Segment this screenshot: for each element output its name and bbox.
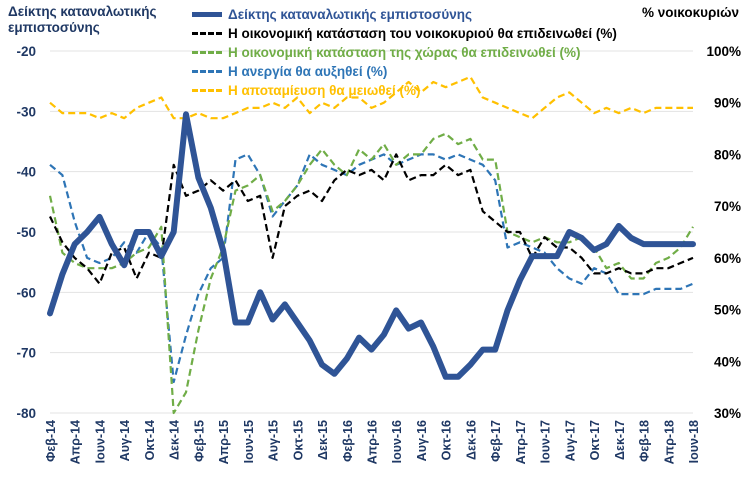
legend-item-country-worsen: Η οικονομική κατάσταση της χώρας θα επιδ…	[192, 43, 617, 62]
legend-swatch	[192, 32, 222, 35]
x-tick-label: Δεκ-17	[613, 420, 627, 460]
right-tick-label: 100%	[706, 44, 741, 59]
x-tick-label: Δεκ-16	[464, 420, 478, 460]
x-tick-label: Δεκ-15	[316, 420, 330, 460]
left-tick-label: -30	[16, 104, 36, 119]
x-tick-label: Δεκ-14	[168, 420, 182, 460]
legend-swatch	[192, 51, 222, 54]
legend-swatch	[192, 70, 222, 73]
left-tick-label: -20	[16, 44, 36, 59]
series-line-1	[49, 153, 694, 285]
x-tick-label: Αυγ-15	[267, 420, 281, 461]
x-tick-label: Ιουν-15	[242, 420, 256, 463]
legend-label: Η ανεργία θα αυξηθεί (%)	[228, 64, 388, 79]
x-tick-label: Οκτ-14	[143, 420, 157, 460]
x-tick-label: Απρ-14	[69, 420, 83, 464]
right-axis-ticks: 100% 90% 80% 70% 60% 50% 40% 30%	[706, 44, 741, 421]
legend-item-household-worsen: Η οικονομική κατάσταση του νοικοκυριού θ…	[192, 24, 617, 43]
left-axis-title: Δείκτης καταναλωτικής εμπιστοσύνης	[8, 4, 157, 35]
x-tick-label: Απρ-16	[366, 420, 380, 464]
x-tick-label: Αυγ-16	[415, 420, 429, 461]
x-tick-label: Απρ-18	[662, 420, 676, 464]
right-tick-label: 30%	[714, 406, 741, 421]
x-tick-label: Φεβ-17	[489, 420, 503, 462]
x-tick-label: Αυγ-14	[118, 420, 132, 461]
series-line-4	[49, 75, 693, 120]
right-tick-label: 60%	[714, 251, 741, 266]
left-tick-label: -60	[16, 285, 36, 300]
legend-swatch	[192, 12, 222, 17]
series-line-0	[47, 111, 696, 380]
x-tick-label: Οκτ-15	[291, 420, 305, 460]
x-tick-label: Απρ-15	[217, 420, 231, 464]
legend-label: Η οικονομική κατάσταση της χώρας θα επιδ…	[228, 45, 581, 60]
x-tick-label: Ιουν-16	[390, 420, 404, 463]
x-tick-label: Απρ-17	[514, 420, 528, 464]
gridlines	[50, 50, 693, 414]
left-axis-ticks: -20 -30 -40 -50 -60 -70 -80	[16, 44, 36, 421]
x-tick-label: Φεβ-16	[341, 420, 355, 462]
legend-item-confidence-index: Δείκτης καταναλωτικής εμπιστοσύνης	[192, 5, 617, 24]
legend-label: Δείκτης καταναλωτικής εμπιστοσύνης	[228, 7, 473, 22]
legend: Δείκτης καταναλωτικής εμπιστοσύνης Η οικ…	[192, 5, 617, 100]
x-tick-label: Οκτ-16	[440, 420, 454, 460]
right-tick-label: 80%	[714, 147, 741, 162]
legend-label: Η οικονομική κατάσταση του νοικοκυριού θ…	[228, 26, 617, 41]
x-tick-label: Ιουν-18	[687, 420, 701, 463]
x-tick-label: Φεβ-14	[44, 420, 58, 462]
x-tick-label: Φεβ-18	[638, 420, 652, 462]
right-tick-label: 90%	[714, 96, 741, 111]
x-tick-label: Αυγ-17	[563, 420, 577, 461]
left-tick-label: -50	[16, 225, 36, 240]
right-tick-label: 70%	[714, 199, 741, 214]
series-layer	[47, 75, 696, 415]
x-axis-ticks: Φεβ-14 Απρ-14 Ιουν-14 Αυγ-14 Οκτ-14 Δεκ-14 Φεβ…	[44, 420, 701, 464]
x-tick-label: Ιουν-17	[539, 420, 553, 463]
right-tick-label: 50%	[714, 303, 741, 318]
legend-item-unemployment-rise: Η ανεργία θα αυξηθεί (%)	[192, 62, 617, 81]
right-tick-label: 40%	[714, 354, 741, 369]
legend-item-savings-decrease: Η αποταμίευση θα μειωθεί (%)	[192, 81, 617, 100]
x-tick-label: Ιουν-14	[93, 420, 107, 463]
x-tick-label: Φεβ-15	[192, 420, 206, 462]
left-tick-label: -40	[16, 165, 36, 180]
legend-swatch	[192, 89, 222, 92]
right-axis-title: % νοικοκυριών	[642, 5, 739, 20]
legend-label: Η αποταμίευση θα μειωθεί (%)	[228, 83, 421, 98]
left-tick-label: -70	[16, 346, 36, 361]
x-tick-label: Οκτ-17	[588, 420, 602, 460]
left-tick-label: -80	[16, 406, 36, 421]
